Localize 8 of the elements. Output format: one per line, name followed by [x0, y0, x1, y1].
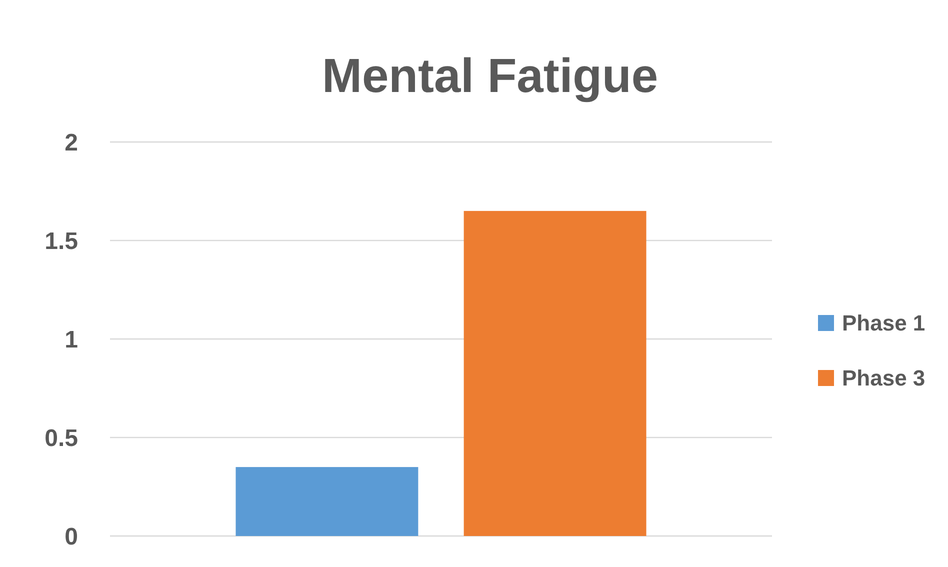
- y-tick-label: 1.5: [44, 228, 78, 255]
- y-tick-label: 0: [64, 523, 78, 550]
- y-tick-label: 2: [64, 129, 78, 156]
- legend-label: Phase 3: [842, 366, 926, 391]
- chart-title: Mental Fatigue: [322, 50, 658, 103]
- legend-label: Phase 1: [842, 310, 926, 336]
- y-tick-label: 1: [64, 326, 78, 354]
- y-tick-label: 0.5: [44, 424, 78, 452]
